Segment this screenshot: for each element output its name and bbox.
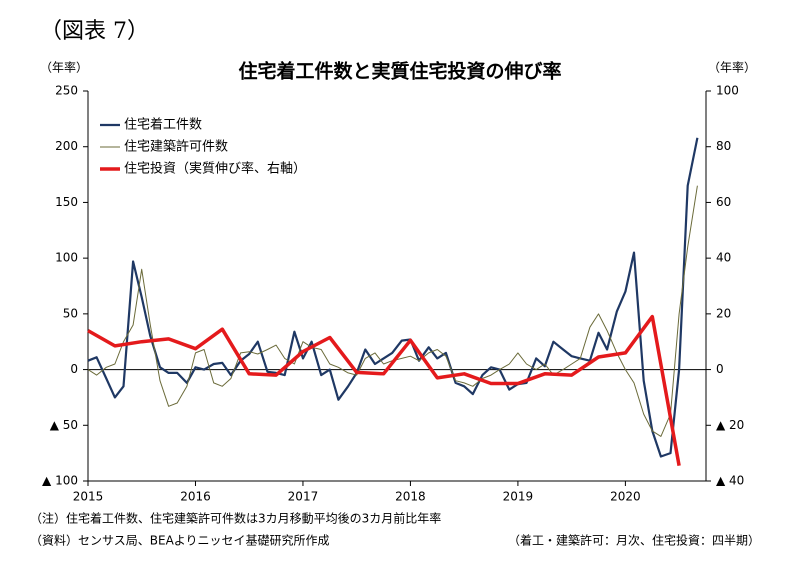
chart-title: 住宅着工件数と実質住宅投資の伸び率: [238, 60, 561, 83]
note: （注）住宅着工件数、住宅建築許可件数は3カ月移動平均後の3カ月前比年率: [30, 511, 441, 526]
y2-tick-label: 0: [716, 362, 724, 376]
y-tick-label: 0: [70, 362, 78, 376]
x-tick-label: 2015: [73, 490, 104, 504]
x-tick-label: 2018: [395, 490, 426, 504]
note: （着工・建築許可：月次、住宅投資：四半期）: [508, 533, 760, 548]
x-tick-label: 2017: [288, 490, 319, 504]
y2-tick-label: 40: [716, 251, 731, 265]
figure-label: （図表 7）: [40, 19, 149, 44]
legend-label: 住宅着工件数: [124, 117, 202, 133]
series-line: [87, 137, 699, 458]
y2-tick-label: 80: [716, 139, 731, 153]
y-tick-label: 50: [63, 306, 78, 320]
y-tick-label: 250: [55, 84, 78, 98]
legend-label: 住宅投資（実質伸び率、右軸）: [124, 161, 306, 177]
note: （資料）センサス局、BEAよりニッセイ基礎研究所作成: [30, 533, 330, 548]
y2-tick-label: 60: [716, 195, 731, 209]
series-line: [87, 314, 681, 467]
y2-axis-label: （年率）: [708, 60, 756, 75]
y-tick-label: 100: [55, 251, 78, 265]
x-tick-label: 2020: [610, 490, 641, 504]
y-tick-label: ▲ 50: [50, 418, 78, 432]
y2-tick-label: ▲ 20: [716, 418, 744, 432]
y2-tick-label: 20: [716, 306, 731, 320]
x-tick-label: 2016: [180, 490, 211, 504]
series-line: [87, 185, 698, 437]
legend-label: 住宅建築許可件数: [124, 140, 228, 155]
x-tick-label: 2019: [503, 490, 534, 504]
y-tick-label: 200: [55, 139, 78, 153]
y2-tick-label: ▲ 40: [716, 474, 744, 488]
y-tick-label: ▲ 100: [42, 474, 78, 488]
y2-tick-label: 100: [716, 84, 739, 98]
y-tick-label: 150: [55, 195, 78, 209]
y-axis-label: （年率）: [40, 60, 88, 75]
